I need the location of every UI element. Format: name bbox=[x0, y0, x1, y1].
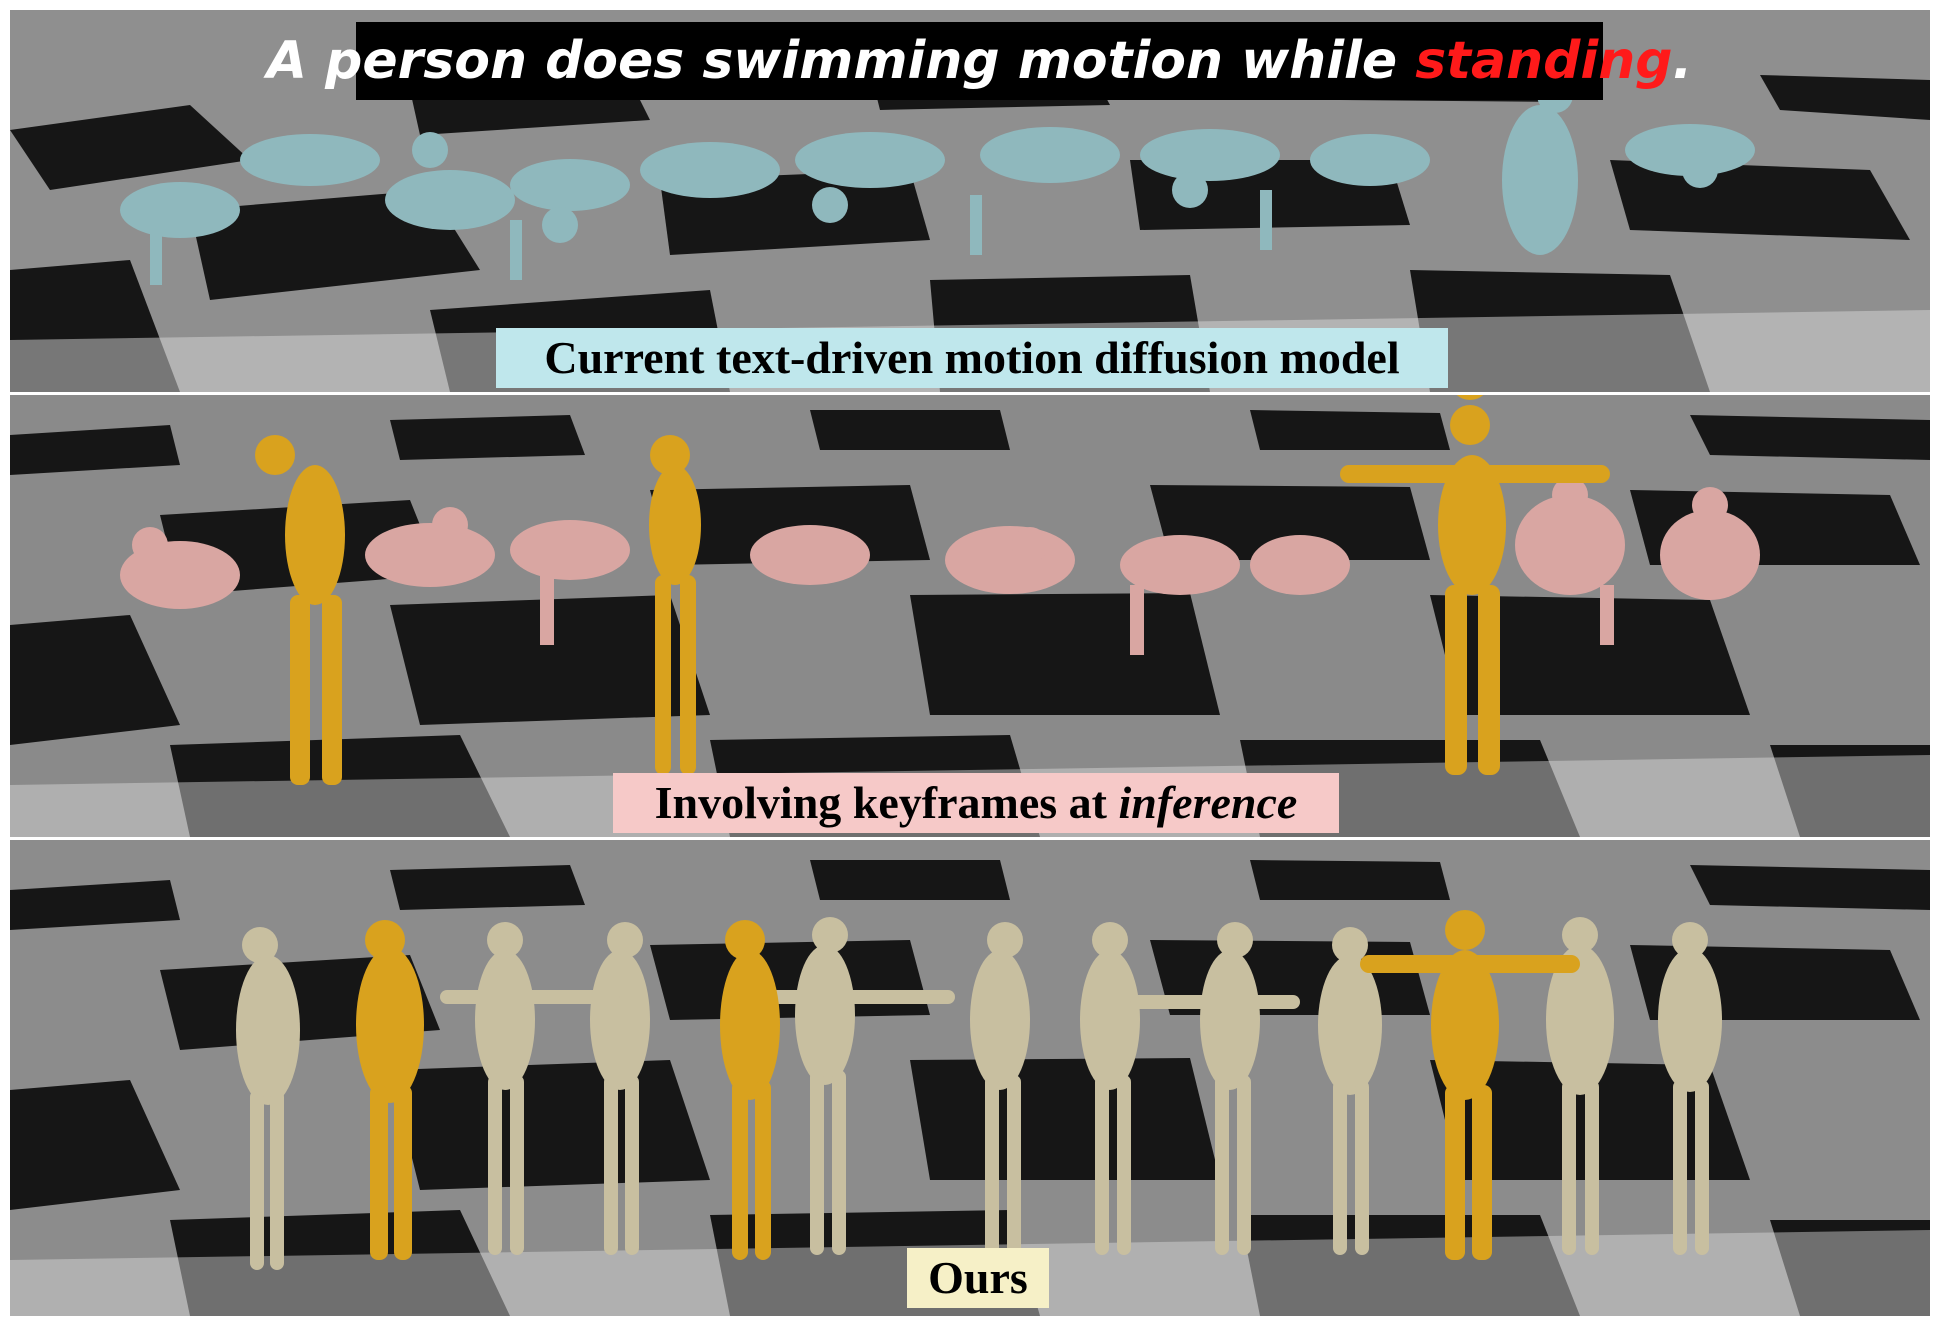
label-current-model: Current text-driven motion diffusion mod… bbox=[496, 328, 1448, 388]
swimming-figures bbox=[120, 477, 1760, 655]
panel-keyframes-inference: Involving keyframes at inference bbox=[10, 395, 1930, 837]
keyframe-figures bbox=[255, 395, 1610, 785]
label-keyframes-italic: inference bbox=[1118, 777, 1298, 828]
label-keyframes-inference: Involving keyframes at inference bbox=[613, 773, 1339, 833]
standing-figures bbox=[236, 917, 1722, 1270]
panel-ours: Ours bbox=[10, 840, 1930, 1316]
keyframe-figures bbox=[356, 910, 1580, 1260]
checkerboard-scene bbox=[10, 395, 1930, 837]
prompt-suffix: . bbox=[1672, 31, 1693, 91]
label-ours: Ours bbox=[907, 1248, 1049, 1308]
prompt-text: A person does swimming motion while bbox=[266, 31, 1398, 91]
prompt-highlight: standing bbox=[1415, 31, 1673, 91]
checkerboard-scene bbox=[10, 840, 1930, 1316]
swimming-figures bbox=[120, 77, 1755, 285]
prompt-caption: A person does swimming motion while stan… bbox=[267, 22, 1692, 100]
label-keyframes-text: Involving keyframes at bbox=[654, 777, 1119, 828]
panel-current-model: A person does swimming motion while stan… bbox=[10, 10, 1930, 392]
